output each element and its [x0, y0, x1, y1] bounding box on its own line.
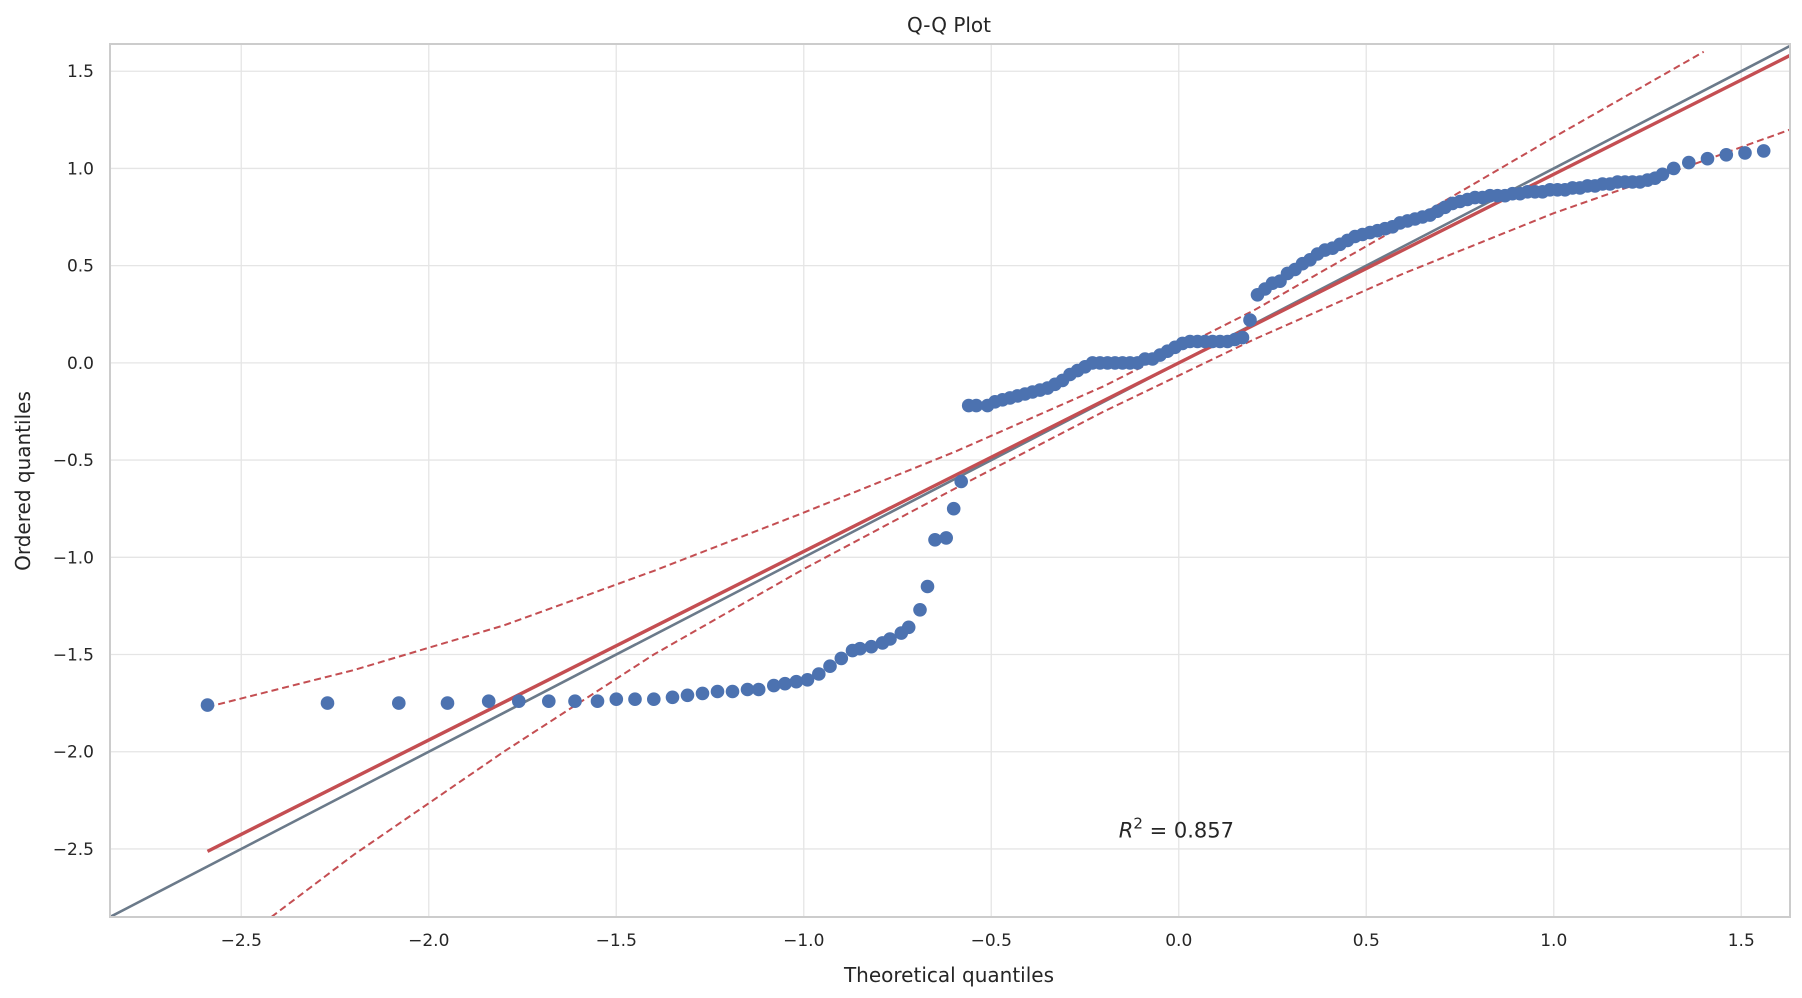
data-point [542, 694, 556, 708]
data-point [512, 694, 526, 708]
x-tick-label: −1.0 [783, 931, 824, 951]
data-point [710, 684, 725, 699]
data-point [1682, 155, 1696, 170]
data-point [901, 620, 916, 635]
data-point [1243, 313, 1257, 327]
r-squared-symbol: R [1119, 819, 1134, 843]
data-point [853, 641, 867, 656]
data-point [767, 678, 781, 693]
r-squared-exponent: 2 [1133, 815, 1143, 833]
data-point [913, 603, 927, 617]
x-tick-label: −2.0 [408, 931, 449, 951]
data-point [725, 684, 740, 699]
data-point [928, 533, 942, 547]
data-point [834, 651, 849, 666]
confidence-band-group [207, 50, 1790, 917]
r-squared-value: = 0.857 [1143, 819, 1234, 843]
y-tick-label: 0.5 [67, 257, 94, 277]
y-tick-label: −1.5 [53, 646, 94, 666]
y-tick-label: −1.0 [53, 548, 94, 568]
confidence-band-lower [270, 128, 1790, 917]
y-tick-label: 0.0 [67, 354, 94, 374]
data-point [481, 694, 496, 708]
data-point [1655, 167, 1670, 182]
data-point [609, 692, 624, 706]
x-tick-label: 0.5 [1353, 931, 1380, 951]
data-point [392, 696, 406, 710]
x-tick-label: −1.5 [596, 931, 637, 951]
y-axis-title: Ordered quantiles [11, 391, 35, 571]
x-axis-title: Theoretical quantiles [843, 963, 1054, 987]
data-point [800, 673, 815, 687]
x-tick-label: 1.0 [1540, 931, 1567, 951]
data-point [1738, 146, 1752, 160]
plot-frame [109, 43, 1791, 918]
x-tick-label: 1.5 [1728, 931, 1755, 951]
data-point [695, 686, 710, 701]
data-point [946, 501, 961, 516]
data-point [969, 398, 984, 413]
data-point [590, 694, 605, 708]
data-point [920, 579, 935, 594]
data-point [440, 696, 455, 710]
chart-title: Q-Q Plot [907, 13, 991, 37]
data-point [200, 698, 215, 712]
y-tick-label: −2.0 [53, 743, 94, 763]
data-point [823, 659, 837, 673]
data-point [1719, 148, 1734, 162]
x-tick-labels: −2.5 −2.0 −1.5 −1.0 −0.5 0.0 0.5 1.0 1.5 [221, 931, 1755, 951]
data-point [778, 676, 792, 691]
data-point [883, 632, 897, 646]
data-point [751, 682, 766, 697]
data-point [568, 694, 582, 708]
data-point [665, 690, 680, 705]
data-point [1700, 151, 1715, 166]
data-point [740, 682, 755, 697]
data-point [954, 474, 968, 489]
x-tick-label: 0.0 [1165, 931, 1192, 951]
x-tick-label: −0.5 [971, 931, 1012, 951]
data-point [812, 667, 826, 681]
y-tick-label: 1.5 [67, 62, 94, 82]
data-point [864, 639, 879, 654]
data-point [628, 692, 642, 706]
data-point [680, 688, 695, 703]
data-point [647, 692, 661, 706]
r-squared-annotation: R2 = 0.857 [1119, 815, 1234, 843]
y-tick-labels: −2.5 −2.0 −1.5 −1.0 −0.5 0.0 0.5 1.0 1.5 [53, 62, 94, 860]
data-point [1235, 330, 1250, 345]
y-tick-label: 1.0 [67, 159, 94, 179]
data-points [200, 144, 1771, 712]
data-point [789, 674, 804, 689]
y-tick-label: −2.5 [53, 840, 94, 860]
data-point [1756, 144, 1771, 158]
confidence-band-upper [207, 50, 1705, 708]
x-tick-label: −2.5 [221, 931, 262, 951]
data-point [939, 531, 953, 545]
y-tick-label: −0.5 [53, 451, 94, 471]
data-point [320, 696, 335, 710]
data-point [1666, 161, 1681, 176]
